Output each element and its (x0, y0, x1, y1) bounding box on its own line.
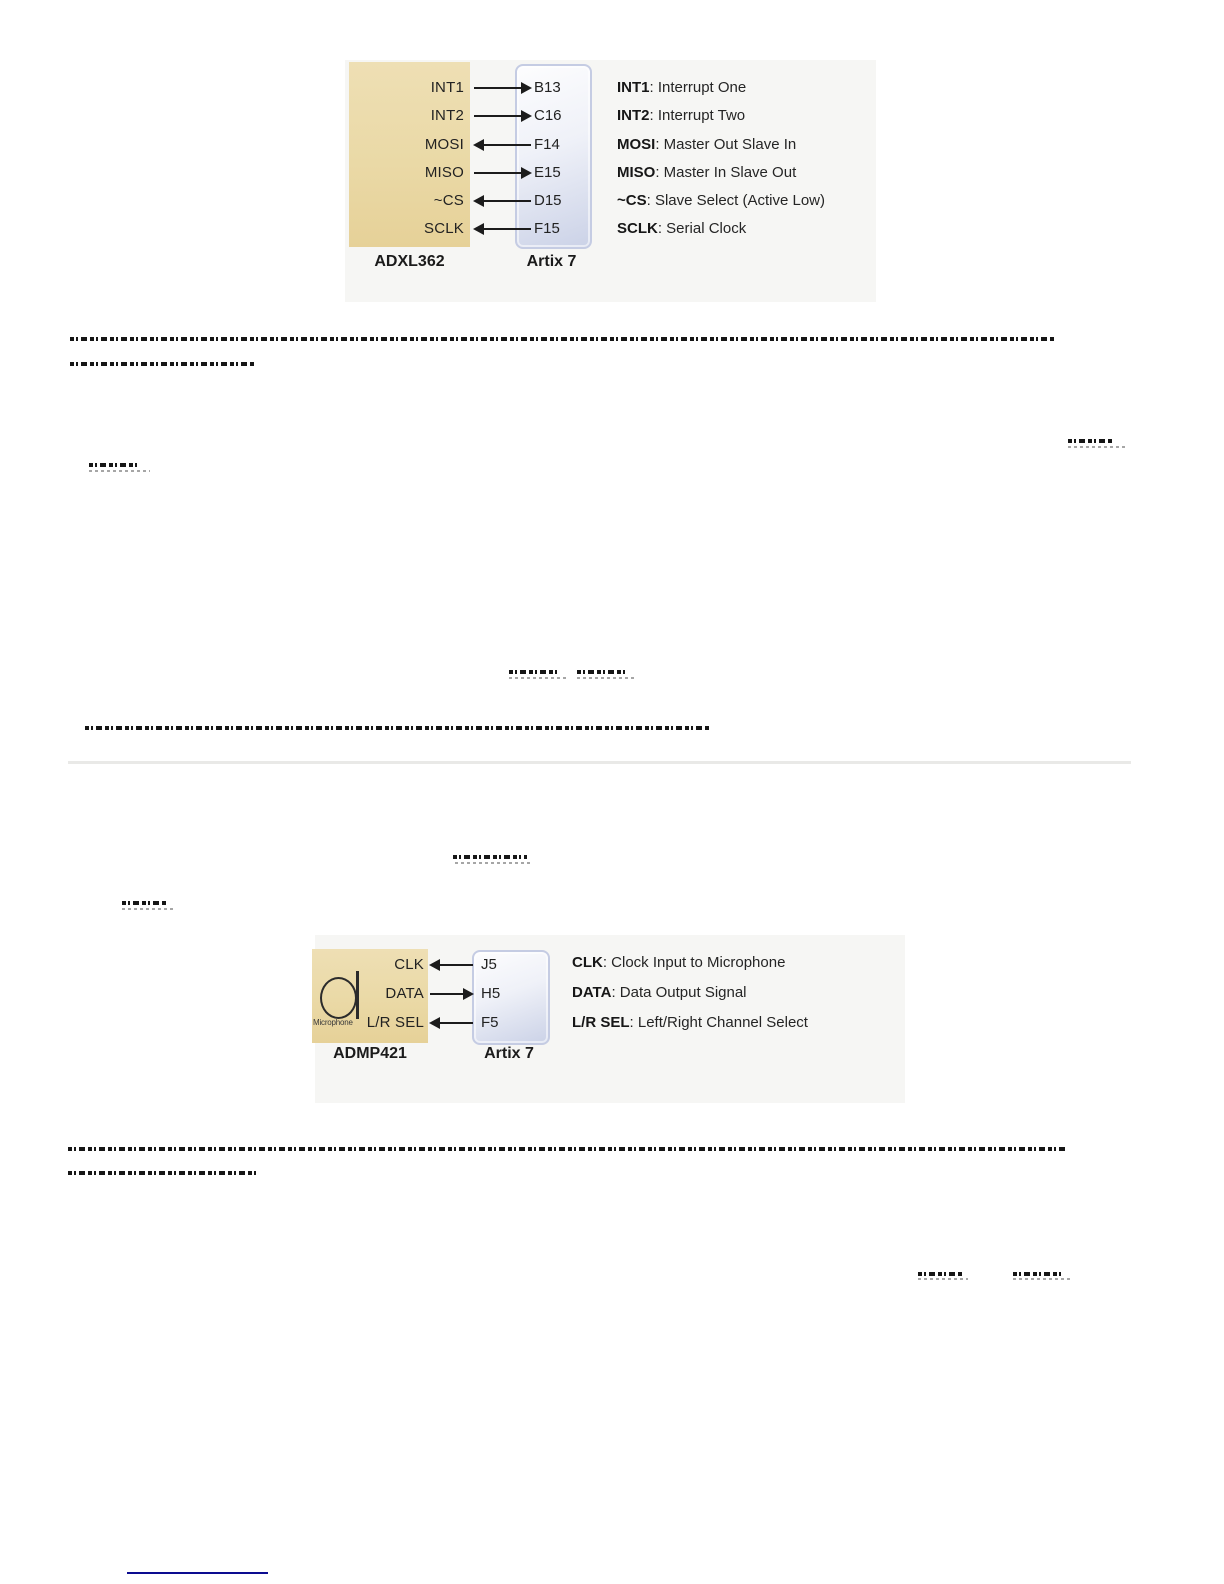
signal-label: L/R SEL (366, 1014, 424, 1031)
signal-label: CLK (394, 956, 424, 973)
legend-term: SCLK (617, 220, 658, 237)
microphone-logo-caption: Microphone (313, 1018, 353, 1027)
signal-arrow (474, 82, 532, 94)
legend-term: MOSI (617, 136, 656, 153)
pin-label: H5 (481, 985, 501, 1002)
signal-arrow (474, 110, 532, 122)
signal-arrow (473, 139, 531, 151)
pin-label: D15 (534, 192, 562, 209)
pin-label: F5 (481, 1014, 499, 1031)
legend-desc: : Data Output Signal (611, 984, 747, 1001)
legend-row: ~CS: Slave Select (Active Low) (617, 191, 825, 211)
artix7-fpga-box (515, 64, 592, 249)
legend-desc: : Master Out Slave In (655, 136, 797, 153)
pin-label: B13 (534, 79, 561, 96)
legend-row: INT2: Interrupt Two (617, 106, 745, 126)
signal-label: ~CS (433, 192, 464, 209)
admp421-label: ADMP421 (333, 1045, 407, 1062)
signal-arrow (430, 988, 474, 1000)
signal-arrow (474, 167, 532, 179)
legend-row: DATA: Data Output Signal (572, 983, 747, 1003)
legend-row: MISO: Master In Slave Out (617, 163, 796, 183)
adxl362-label: ADXL362 (374, 253, 445, 270)
legend-desc: : Slave Select (Active Low) (646, 192, 826, 209)
pin-label: E15 (534, 164, 561, 181)
signal-label: MOSI (424, 136, 464, 153)
pin-label: F14 (534, 136, 560, 153)
artix7-label: Artix 7 (526, 253, 577, 270)
signal-arrow (473, 223, 531, 235)
microphone-logo-icon (356, 971, 359, 1019)
legend-term: CLK (572, 954, 603, 971)
legend-row: MOSI: Master Out Slave In (617, 135, 796, 155)
legend-desc: : Interrupt One (649, 79, 747, 96)
legend-desc: : Clock Input to Microphone (602, 954, 786, 971)
signal-label: DATA (385, 985, 424, 1002)
legend-desc: : Master In Slave Out (655, 164, 797, 181)
signal-arrow (473, 195, 531, 207)
footnote-separator-line (127, 1572, 268, 1574)
signal-label: INT1 (430, 79, 464, 96)
redacted-text-line (70, 337, 1055, 341)
legend-row: L/R SEL: Left/Right Channel Select (572, 1013, 808, 1033)
redacted-text-line (85, 726, 711, 730)
adxl362-chip-box (349, 62, 470, 247)
legend-term: ~CS (617, 192, 647, 209)
legend-term: DATA (572, 984, 612, 1001)
redacted-text-line (70, 362, 256, 366)
artix7-label: Artix 7 (484, 1045, 534, 1062)
redacted-text-line (68, 1147, 1068, 1151)
legend-desc: : Left/Right Channel Select (629, 1014, 808, 1031)
legend-row: CLK: Clock Input to Microphone (572, 953, 785, 973)
legend-term: L/R SEL (572, 1014, 630, 1031)
section-divider (68, 761, 1131, 764)
signal-arrow (429, 1017, 473, 1029)
pin-label: F15 (534, 220, 560, 237)
legend-term: INT2 (617, 107, 650, 124)
signal-label: SCLK (424, 220, 464, 237)
legend-desc: : Interrupt Two (649, 107, 746, 124)
signal-arrow (429, 959, 473, 971)
legend-row: INT1: Interrupt One (617, 78, 746, 98)
pin-label: J5 (481, 956, 497, 973)
legend-row: SCLK: Serial Clock (617, 219, 746, 239)
redacted-text-line (68, 1171, 256, 1175)
legend-desc: : Serial Clock (657, 220, 747, 237)
pin-label: C16 (534, 107, 562, 124)
signal-label: INT2 (430, 107, 464, 124)
signal-label: MISO (424, 164, 464, 181)
legend-term: MISO (617, 164, 656, 181)
legend-term: INT1 (617, 79, 650, 96)
